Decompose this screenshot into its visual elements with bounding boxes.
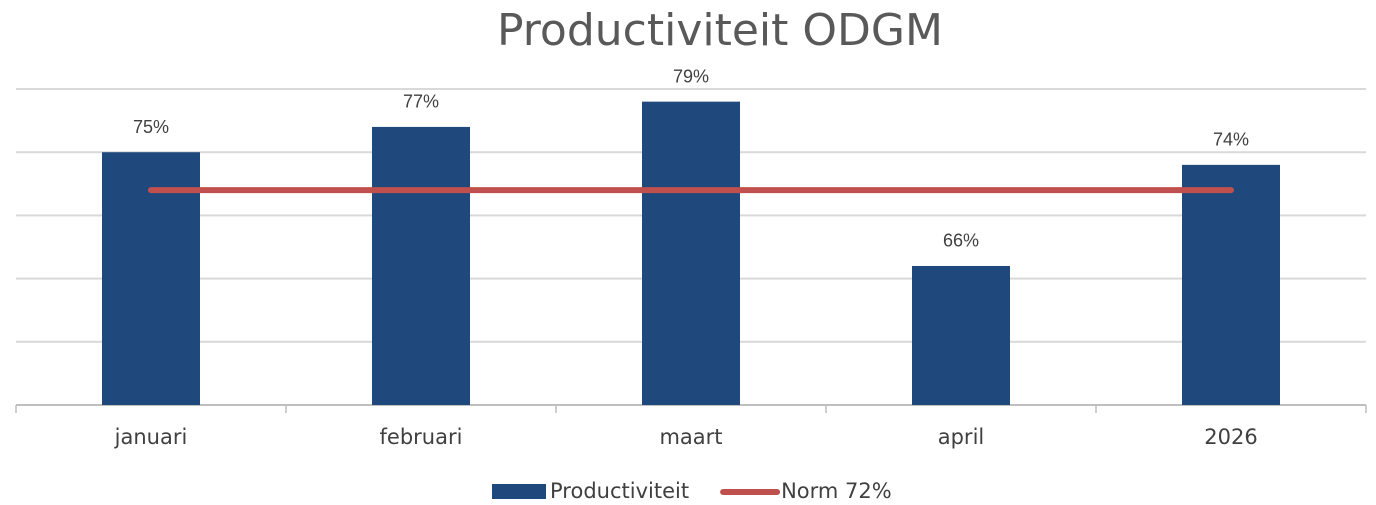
legend-label: Productiviteit: [550, 479, 689, 503]
bar: [102, 152, 200, 405]
bar: [372, 126, 470, 406]
bar: [1182, 164, 1280, 405]
bar: [642, 101, 740, 405]
x-tick-label: februari: [380, 425, 463, 449]
data-label: 79%: [673, 66, 709, 86]
legend-label: Norm 72%: [781, 479, 892, 503]
data-label: 74%: [1213, 130, 1249, 150]
bar: [912, 265, 1010, 405]
data-label: 75%: [133, 117, 169, 137]
x-tick-label: januari: [114, 425, 188, 449]
x-tick-label: maart: [659, 425, 722, 449]
x-tick-label: april: [938, 425, 985, 449]
chart-title: Productiviteit ODGM: [497, 5, 943, 56]
legend-swatch: [492, 484, 546, 499]
data-label: 77%: [403, 92, 439, 112]
data-label: 66%: [943, 231, 979, 251]
x-tick-label: 2026: [1204, 425, 1257, 449]
